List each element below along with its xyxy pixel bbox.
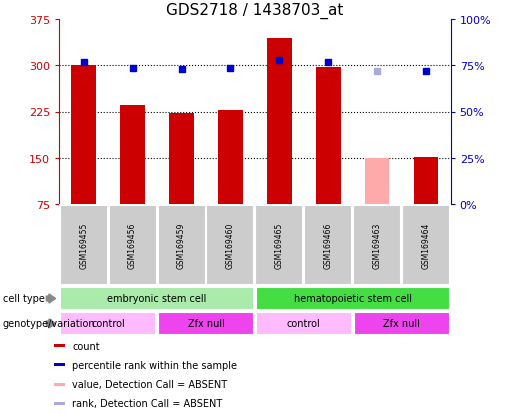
Bar	[60, 312, 156, 335]
Bar	[207, 205, 254, 285]
Title: GDS2718 / 1438703_at: GDS2718 / 1438703_at	[166, 2, 344, 19]
Text: GSM169460: GSM169460	[226, 222, 235, 268]
Text: Zfx null: Zfx null	[187, 319, 225, 329]
Bar	[109, 205, 157, 285]
Text: percentile rank within the sample: percentile rank within the sample	[72, 360, 237, 370]
Text: genotype/variation: genotype/variation	[3, 319, 95, 329]
Bar	[402, 205, 450, 285]
Text: control: control	[91, 319, 125, 329]
Bar	[256, 287, 450, 310]
Bar	[169, 114, 194, 204]
Bar	[158, 312, 254, 335]
Text: GSM169456: GSM169456	[128, 222, 137, 268]
Bar	[353, 205, 401, 285]
Text: GSM169463: GSM169463	[373, 222, 382, 268]
Bar	[54, 383, 65, 386]
Text: value, Detection Call = ABSENT: value, Detection Call = ABSENT	[72, 379, 227, 389]
Bar	[60, 205, 108, 285]
Bar	[267, 38, 291, 204]
Bar	[60, 287, 254, 310]
Text: control: control	[287, 319, 321, 329]
Text: Zfx null: Zfx null	[383, 319, 420, 329]
Bar	[255, 205, 303, 285]
Text: GSM169466: GSM169466	[324, 222, 333, 268]
Text: count: count	[72, 341, 100, 351]
Text: GSM169455: GSM169455	[79, 222, 88, 268]
Bar	[218, 110, 243, 204]
Bar	[365, 158, 389, 204]
Text: rank, Detection Call = ABSENT: rank, Detection Call = ABSENT	[72, 399, 222, 408]
Bar	[304, 205, 352, 285]
Bar	[158, 205, 205, 285]
Bar	[54, 402, 65, 405]
Text: embryonic stem cell: embryonic stem cell	[108, 294, 207, 304]
Text: GSM169459: GSM169459	[177, 222, 186, 268]
Bar	[316, 68, 340, 204]
Bar	[54, 363, 65, 366]
Bar	[354, 312, 450, 335]
Bar	[54, 344, 65, 347]
Text: GSM169465: GSM169465	[275, 222, 284, 268]
Bar	[72, 66, 96, 204]
Text: hematopoietic stem cell: hematopoietic stem cell	[294, 294, 412, 304]
Bar	[414, 157, 438, 204]
Text: cell type: cell type	[3, 294, 44, 304]
Bar	[121, 106, 145, 204]
Text: GSM169464: GSM169464	[422, 222, 431, 268]
Bar	[256, 312, 352, 335]
